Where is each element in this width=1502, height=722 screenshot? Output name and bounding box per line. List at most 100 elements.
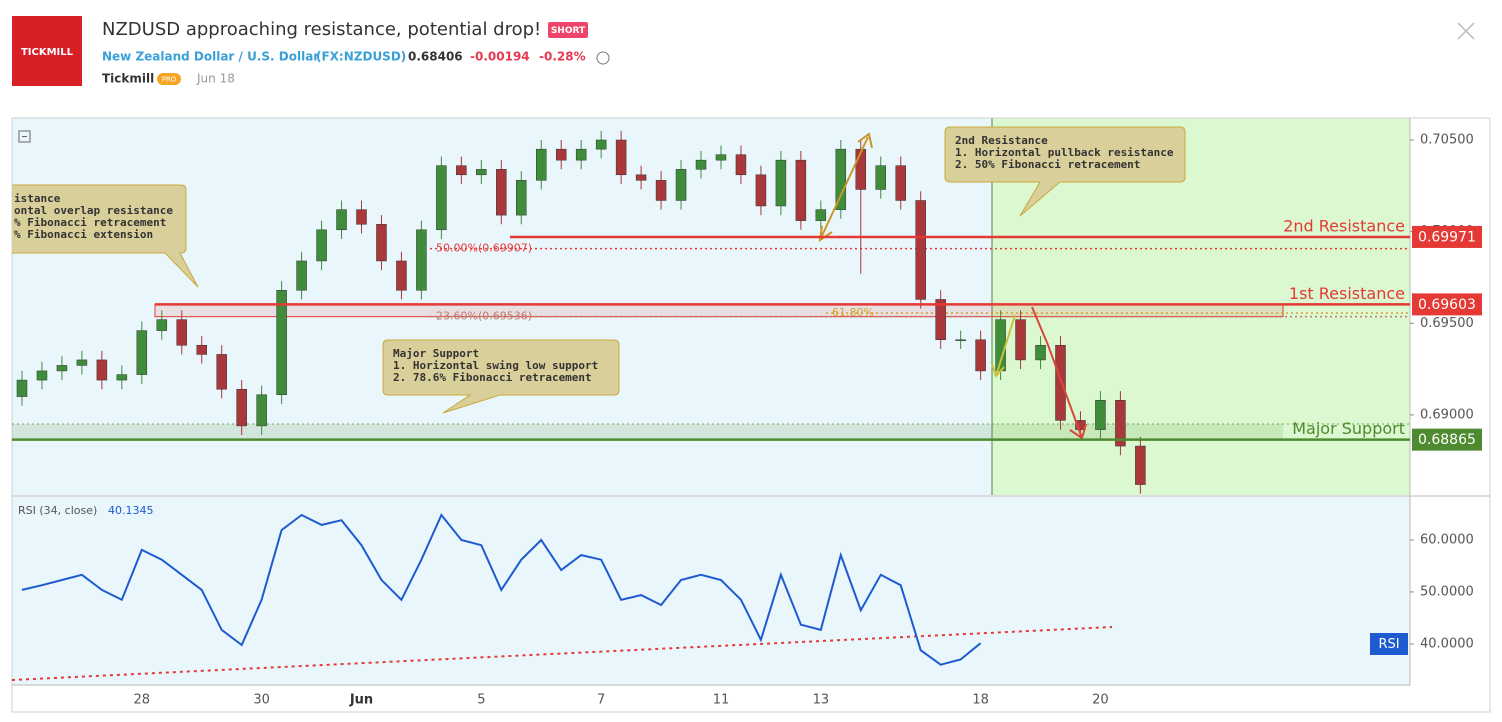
change-pct: -0.28%: [539, 50, 586, 64]
x-tick-label: 13: [813, 693, 830, 708]
rsi-title: RSI (34, close): [18, 504, 97, 517]
level-value: 0.69603: [1418, 297, 1476, 313]
x-tick-label: 11: [713, 693, 730, 708]
candle-body: [975, 339, 986, 372]
price: 0.68406: [408, 50, 463, 64]
author[interactable]: Tickmill: [102, 72, 154, 86]
callout-line: istance: [14, 192, 61, 205]
date: Jun 18: [196, 72, 235, 86]
candle-body: [575, 148, 587, 161]
x-tick-label: 28: [134, 693, 151, 708]
callout: [382, 339, 620, 414]
arrow: [1031, 306, 1087, 440]
candle-body: [436, 165, 447, 231]
level-name: Major Support: [1292, 419, 1405, 438]
rsi-current: 40.1345: [108, 504, 154, 517]
candle-body: [516, 180, 527, 216]
instrument[interactable]: New Zealand Dollar / U.S. Dollar: [102, 50, 319, 64]
arrow: [991, 314, 1016, 378]
level-badge: [1412, 428, 1482, 451]
candle-body: [36, 370, 48, 381]
candle-body: [1055, 345, 1066, 421]
short-badge: [548, 22, 588, 38]
candle-body: [595, 139, 607, 150]
candle-body: [1135, 445, 1146, 485]
candle-body: [955, 339, 966, 342]
pro-badge: [157, 73, 181, 85]
candle-body: [116, 374, 128, 381]
pro-badge-text: PRO: [162, 76, 177, 84]
candle-body: [675, 169, 687, 201]
alarm-icon[interactable]: [596, 51, 610, 65]
level-name: 1st Resistance: [1289, 284, 1405, 303]
y-tick-label: 50.0000: [1420, 584, 1474, 599]
candle-body: [296, 260, 307, 291]
fib-label: 23.60%(0.69536): [436, 310, 532, 323]
candle-body: [256, 394, 267, 427]
callout: [12, 184, 199, 288]
rsi-badge: [1370, 633, 1408, 655]
candle-body: [496, 169, 507, 216]
candle-body: [96, 359, 108, 381]
candle-body: [735, 154, 747, 176]
arrow: [818, 132, 873, 243]
fib-label: 50.00%(0.69907): [436, 242, 532, 255]
collapse-button[interactable]: [18, 130, 31, 143]
candle-body: [176, 319, 188, 346]
x-tick-label: Jun: [349, 693, 373, 708]
candle-body: [835, 148, 847, 210]
idea-title: NZDUSD approaching resistance, potential…: [102, 19, 541, 40]
level-badge: [1412, 293, 1482, 316]
rsi-panel: [12, 497, 1410, 685]
fib-label: 61.80%: [832, 306, 874, 319]
y-tick-label: 60.0000: [1420, 532, 1474, 547]
candle-body: [416, 229, 427, 291]
rsi-badge-text: RSI: [1378, 637, 1399, 652]
candle-body: [136, 330, 148, 375]
candle-body: [755, 174, 767, 207]
candle-body: [775, 159, 787, 207]
resistance-zone: [154, 303, 1284, 318]
candle-body: [396, 260, 407, 291]
callout-line: Major Support: [393, 347, 479, 360]
candle-body: [376, 224, 387, 262]
symbol[interactable]: (FX:NZDUSD): [316, 50, 406, 64]
callout-line: ontal overlap resistance: [14, 204, 173, 217]
close-button[interactable]: [1457, 22, 1475, 40]
short-badge-text: SHORT: [551, 26, 586, 36]
level-badge: [1412, 225, 1482, 248]
change: -0.00194: [470, 50, 530, 64]
x-tick-label: 20: [1092, 693, 1109, 708]
callout-line: 2nd Resistance: [955, 134, 1048, 147]
candle-body: [535, 148, 547, 181]
x-tick-label: 7: [597, 693, 605, 708]
candle-body: [76, 359, 88, 366]
candle-body: [555, 148, 567, 161]
candle-body: [1115, 399, 1126, 447]
candle-body: [336, 209, 347, 231]
x-tick-label: 5: [477, 693, 485, 708]
y-tick-label: 0.69000: [1420, 407, 1474, 422]
chart-frame: [11, 117, 1491, 713]
candle-body: [695, 159, 707, 170]
callout-line: 1. Horizontal pullback resistance: [955, 146, 1174, 159]
support-zone: [12, 424, 1283, 440]
candle-body: [875, 165, 887, 190]
callout-line: % Fibonacci retracement: [14, 216, 166, 229]
candle-body: [815, 209, 827, 221]
candle-body: [216, 354, 227, 390]
candle-body: [456, 165, 467, 176]
rsi-line: [21, 513, 982, 666]
level-name: 2nd Resistance: [1283, 216, 1405, 235]
candle-body: [655, 180, 667, 201]
callout-line: 2. 50% Fibonacci retracement: [955, 158, 1140, 171]
logo-text: TICKMILL: [21, 47, 74, 58]
candle-body: [236, 388, 247, 427]
y-tick-label: 40.0000: [1420, 636, 1474, 651]
candle-body: [196, 345, 207, 355]
callout-line: 1. Horizontal swing low support: [393, 359, 598, 372]
callout: [944, 126, 1186, 217]
candle-body: [276, 290, 287, 395]
candle-body: [935, 299, 946, 341]
candle-body: [1035, 345, 1046, 361]
